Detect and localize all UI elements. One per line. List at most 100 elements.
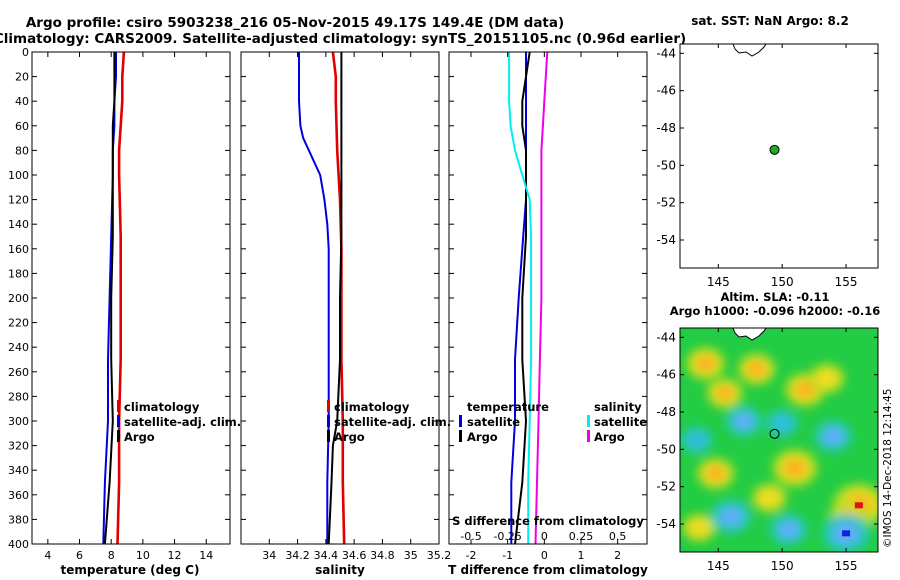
legend-swatch-temperature-satellite — [459, 415, 462, 427]
legend-label-temperature-argo: Argo — [467, 430, 498, 444]
figure-title-line1: Argo profile: csiro 5903238_216 05-Nov-2… — [26, 15, 564, 31]
series-line-climatology — [116, 51, 126, 545]
sla-anomaly-blob — [784, 459, 806, 477]
map-x-tick-label: 150 — [771, 275, 794, 289]
legend-swatch-climatology — [327, 400, 330, 412]
y-tick-label: 340 — [8, 464, 29, 477]
sla-anomaly-blob — [687, 517, 712, 538]
map-y-tick-label: -46 — [656, 84, 676, 98]
series-line-argo — [103, 52, 116, 545]
series-line-temperature-argo — [514, 51, 531, 545]
sst-map-panel: sat. SST: NaN Argo: 8.2 145 150 155 -44 -46 -… — [656, 14, 879, 289]
x-tick-label: 8 — [108, 549, 115, 562]
x-tick-label: -2 — [466, 549, 477, 562]
float-position-marker — [769, 428, 780, 439]
sla-map-frame — [679, 327, 879, 553]
map-y-tick-label: -52 — [656, 480, 676, 494]
legend-swatch-salinity-satellite — [587, 415, 590, 427]
sla-map-title-line2: Argo h1000: -0.096 h2000: -0.16 — [670, 304, 881, 318]
legend-swatch-satellite — [117, 415, 120, 427]
tasmania-coastline — [732, 328, 767, 341]
sla-anomaly-core — [842, 530, 851, 537]
map-y-tick-label: -54 — [656, 517, 676, 531]
map-x-tick-label: 155 — [835, 275, 858, 289]
legend-label-satellite: satellite-adj. clim. — [334, 415, 451, 429]
float-position-marker — [769, 144, 780, 155]
sla-anomaly-blob — [696, 356, 715, 371]
x2-tick-label: 0 — [541, 530, 548, 543]
x-tick-label: 0 — [541, 549, 548, 562]
sla-anomaly-blob — [707, 466, 725, 481]
legend-swatch-climatology — [117, 400, 120, 412]
temperature-axes-frame — [31, 51, 231, 545]
temperature-panel: 4 6 8 10 12 140204060801001201401601802002202… — [8, 46, 241, 577]
legend-label-argo: Argo — [334, 430, 365, 444]
salinity-panel: 34 34.2 34.4 34.6 34.8 35 35.2 salinity climat… — [240, 51, 451, 577]
sla-anomaly-blob — [716, 386, 734, 401]
salinity-x-label: salinity — [315, 563, 365, 577]
sst-map-frame — [679, 43, 879, 269]
difference-legend: temperature satellite Argo salinity sate… — [459, 400, 647, 444]
y-tick-label: 280 — [8, 390, 29, 403]
difference-axes-frame — [448, 51, 648, 545]
x-tick-label: 34 — [262, 549, 276, 562]
x2-tick-label: -0.25 — [493, 530, 521, 543]
x-tick-label: 4 — [44, 549, 51, 562]
legend-swatch-salinity-argo — [587, 430, 590, 442]
y-tick-label: 120 — [8, 194, 29, 207]
figure-title-line2: Climatology: CARS2009. Satellite-adjuste… — [0, 31, 686, 47]
y-tick-label: 320 — [8, 440, 29, 453]
t-difference-x-label: T difference from climatology — [448, 563, 648, 577]
y-tick-label: 300 — [8, 415, 29, 428]
series-line-argo — [327, 52, 343, 545]
map-y-tick-label: -44 — [656, 46, 676, 60]
series-line-satellite-adj-clim- — [298, 52, 330, 544]
sla-anomaly-blob — [685, 430, 708, 450]
y-tick-label: 140 — [8, 218, 29, 231]
series-line-climatology — [331, 51, 346, 545]
y-tick-label: 20 — [15, 71, 29, 84]
map-y-tick-label: -48 — [656, 121, 676, 135]
legend-title-salinity: salinity — [594, 400, 642, 414]
y-tick-label: 60 — [15, 120, 29, 133]
sla-anomaly-blob — [779, 522, 798, 537]
map-y-tick-label: -52 — [656, 196, 676, 210]
y-tick-label: 360 — [8, 489, 29, 502]
legend-label-climatology: climatology — [334, 400, 410, 414]
legend-label-satellite: satellite-adj. clim. — [124, 415, 241, 429]
sla-anomaly-blob — [814, 368, 840, 389]
map-y-tick-label: -48 — [656, 405, 676, 419]
difference-panel: -2 -1 0 1 2 -0.5 -0.25 0 0.25 0.5 S difference fr… — [448, 51, 648, 577]
legend-label-salinity-satellite: satellite — [594, 415, 647, 429]
map-y-tick-label: -54 — [656, 233, 676, 247]
sla-anomaly-blob — [721, 508, 741, 525]
sla-anomaly-blob — [770, 413, 794, 433]
temperature-x-label: temperature (deg C) — [61, 563, 200, 577]
x-tick-label: -1 — [502, 549, 513, 562]
tasmania-coastline — [732, 44, 767, 57]
x-tick-label: 34.4 — [314, 549, 339, 562]
sla-anomaly-blob — [824, 429, 842, 444]
sst-map-background — [680, 44, 878, 268]
temperature-legend: climatology satellite-adj. clim. Argo — [117, 400, 241, 444]
sst-map-title: sat. SST: NaN Argo: 8.2 — [691, 14, 849, 28]
y-tick-label: 0 — [22, 46, 29, 59]
sla-anomaly-blob — [747, 361, 766, 377]
y-tick-label: 240 — [8, 341, 29, 354]
legend-swatch-temperature-argo — [459, 430, 462, 442]
y-tick-label: 200 — [8, 292, 29, 305]
x-tick-label: 34.2 — [285, 549, 310, 562]
x2-tick-label: -0.5 — [460, 530, 481, 543]
legend-title-temperature: temperature — [467, 400, 549, 414]
series-line-salinity-satellite — [508, 52, 533, 544]
map-y-tick-label: -46 — [656, 368, 676, 382]
map-x-tick-label: 155 — [835, 559, 858, 573]
salinity-legend: climatology satellite-adj. clim. Argo — [327, 400, 451, 444]
map-y-tick-label: -44 — [656, 330, 676, 344]
series-line-salinity-argo — [534, 51, 549, 545]
x-tick-label: 35 — [404, 549, 418, 562]
imos-timestamp-label: ©IMOS 14-Dec-2018 12:14:45 — [882, 389, 894, 548]
sla-anomaly-blob — [795, 381, 815, 398]
sla-map-panel: Altim. SLA: -0.11 Argo h1000: -0.096 h20… — [656, 290, 894, 573]
